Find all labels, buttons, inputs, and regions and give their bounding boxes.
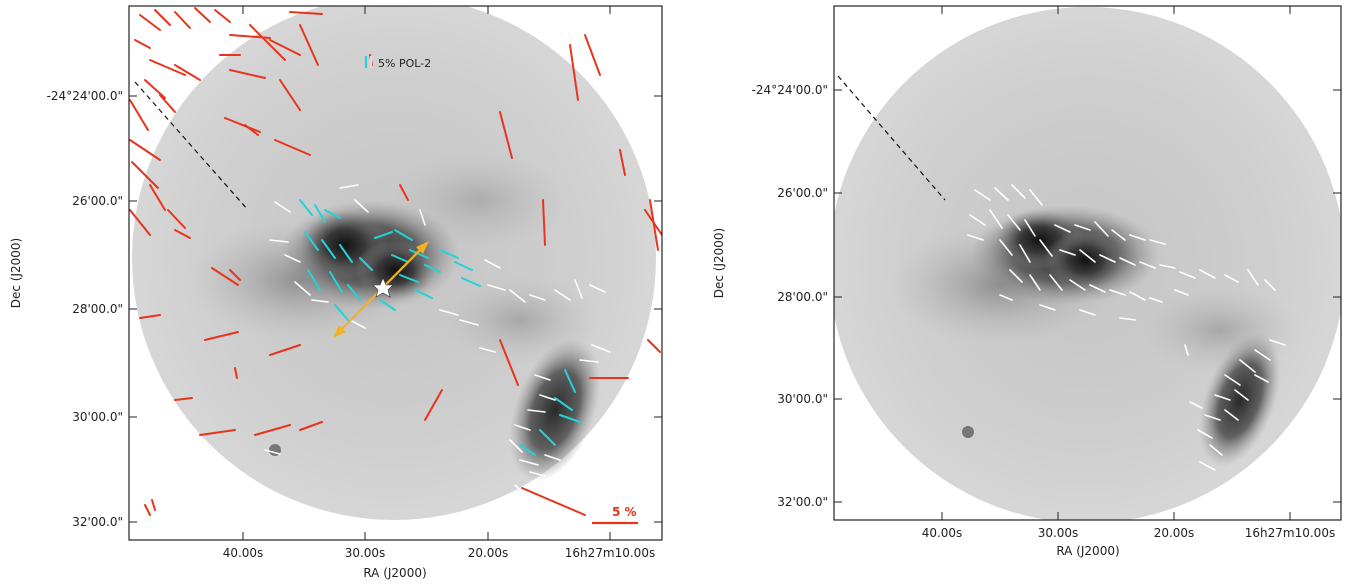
- x-axis-label: RA (J2000): [363, 566, 426, 580]
- panel-right-image: [834, 6, 1341, 520]
- y-tick-label: 32'00.0": [72, 515, 123, 529]
- scale-bar: 5 %: [592, 505, 638, 525]
- y-tick-label: -24°24'00.0": [47, 89, 123, 103]
- source-star-icon: [372, 277, 394, 298]
- y-tick-label: 32'00.0": [777, 495, 828, 509]
- y-tick-label: 30'00.0": [777, 392, 828, 406]
- x-tick-label: 16h27m10.00s: [565, 546, 655, 560]
- legend-label: 5% POL-2: [378, 57, 431, 70]
- x-axis-label: RA (J2000): [1056, 544, 1119, 558]
- y-tick-label: 26'00.0": [777, 186, 828, 200]
- dashed-line: [134, 81, 249, 211]
- panel-right-frame: [833, 5, 1342, 521]
- y-tick-label: 26'00.0": [72, 194, 123, 208]
- pol2-vectors: [299, 199, 581, 456]
- panel-right: 40.00s 30.00s 20.00s 16h27m10.00s -24°24…: [712, 5, 1342, 558]
- x-tick-label: 40.00s: [223, 546, 264, 560]
- y-axis-label: Dec (J2000): [9, 238, 23, 308]
- panel-left-frame: [128, 5, 663, 541]
- x-tick-label: 20.00s: [1154, 526, 1195, 540]
- pol2-legend: 5% POL-2: [364, 56, 431, 70]
- y-axis-label: Dec (J2000): [712, 228, 726, 298]
- scale-label: 5 %: [612, 505, 637, 519]
- dashed-line: [837, 75, 946, 201]
- x-tick-label: 16h27m10.00s: [1245, 526, 1335, 540]
- white-vectors: [967, 184, 1286, 471]
- panel-left-ticks: [129, 6, 662, 540]
- panel-left-y-ticks: -24°24'00.0" 26'00.0" 28'00.0" 30'00.0" …: [47, 89, 123, 529]
- panel-left: 5% POL-2 5 % 40.00s 30.00s 20.00s 16h27m…: [9, 5, 663, 580]
- x-tick-label: 30.00s: [1038, 526, 1079, 540]
- panel-left-image: [129, 6, 662, 540]
- panel-left-x-ticks: 40.00s 30.00s 20.00s 16h27m10.00s: [223, 546, 656, 560]
- y-tick-label: -24°24'00.0": [752, 83, 828, 97]
- optical-vectors: [129, 7, 662, 516]
- x-tick-label: 30.00s: [345, 546, 386, 560]
- x-tick-label: 40.00s: [922, 526, 963, 540]
- y-tick-label: 28'00.0": [777, 290, 828, 304]
- panel-right-x-ticks: 40.00s 30.00s 20.00s 16h27m10.00s: [922, 526, 1336, 540]
- white-vectors: [264, 184, 611, 496]
- x-tick-label: 20.00s: [468, 546, 509, 560]
- panel-right-ticks: [834, 6, 1341, 520]
- y-tick-label: 28'00.0": [72, 302, 123, 316]
- y-tick-label: 30'00.0": [72, 410, 123, 424]
- panel-right-y-ticks: -24°24'00.0" 26'00.0" 28'00.0" 30'00.0" …: [752, 83, 828, 509]
